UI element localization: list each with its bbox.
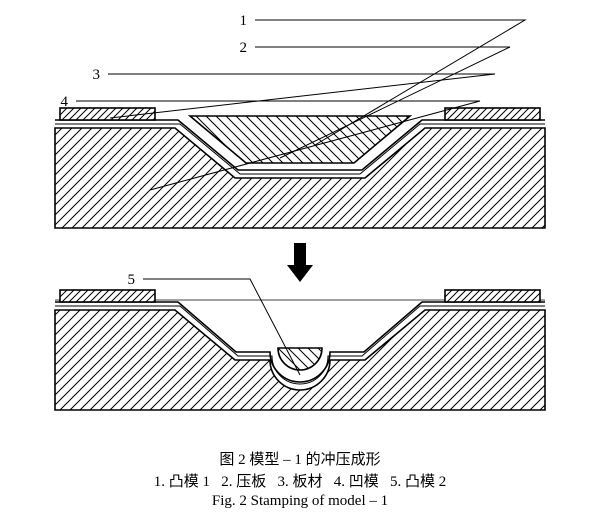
process-arrow [287, 243, 313, 282]
label-4: 4 [61, 94, 69, 110]
label-2: 2 [240, 40, 248, 56]
label-3: 3 [93, 67, 101, 83]
stamping-diagram: 1 2 3 4 5 [0, 0, 600, 440]
punch-2 [278, 348, 322, 370]
caption-cn-legend: 1. 凸模 1 2. 压板 3. 板材 4. 凹模 5. 凸模 2 [0, 470, 600, 491]
caption-cn-title: 图 2 模型 – 1 的冲压成形 [0, 448, 600, 469]
label-numbers-stage1: 1 2 3 4 [61, 13, 248, 110]
punch-1 [190, 116, 410, 163]
label-1: 1 [240, 13, 248, 29]
caption-en-title: Fig. 2 Stamping of model – 1 [0, 493, 600, 510]
label-5: 5 [128, 272, 136, 288]
